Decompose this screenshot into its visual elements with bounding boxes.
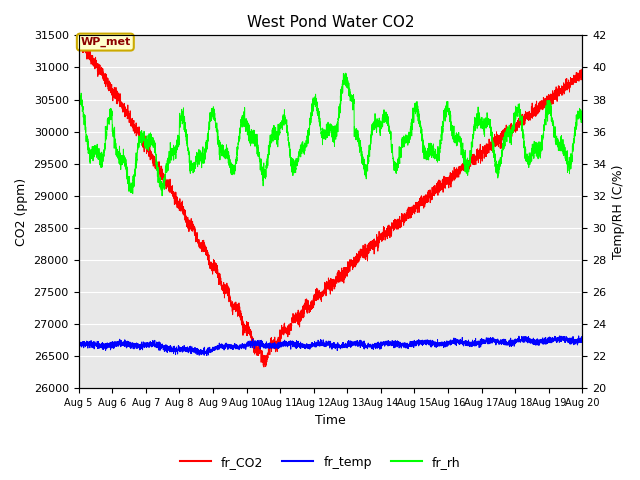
X-axis label: Time: Time [315, 414, 346, 427]
Y-axis label: CO2 (ppm): CO2 (ppm) [15, 178, 28, 246]
Y-axis label: Temp/RH (C/%): Temp/RH (C/%) [612, 165, 625, 259]
Text: WP_met: WP_met [80, 37, 131, 47]
Title: West Pond Water CO2: West Pond Water CO2 [247, 15, 414, 30]
Legend: fr_CO2, fr_temp, fr_rh: fr_CO2, fr_temp, fr_rh [175, 451, 465, 474]
